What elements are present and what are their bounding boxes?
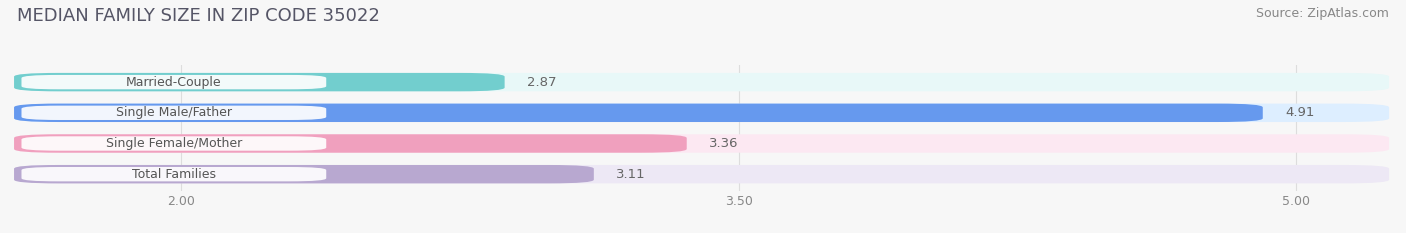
Text: 2.87: 2.87 — [527, 76, 557, 89]
FancyBboxPatch shape — [14, 73, 505, 91]
FancyBboxPatch shape — [14, 165, 593, 183]
FancyBboxPatch shape — [21, 136, 326, 151]
FancyBboxPatch shape — [21, 106, 326, 120]
Text: 3.11: 3.11 — [616, 168, 645, 181]
Text: Total Families: Total Families — [132, 168, 217, 181]
Text: Source: ZipAtlas.com: Source: ZipAtlas.com — [1256, 7, 1389, 20]
Text: Married-Couple: Married-Couple — [127, 76, 222, 89]
FancyBboxPatch shape — [14, 104, 1263, 122]
Text: Single Male/Father: Single Male/Father — [115, 106, 232, 119]
Text: 4.91: 4.91 — [1285, 106, 1315, 119]
Text: Single Female/Mother: Single Female/Mother — [105, 137, 242, 150]
FancyBboxPatch shape — [14, 165, 1389, 183]
Text: 3.36: 3.36 — [709, 137, 738, 150]
FancyBboxPatch shape — [14, 134, 1389, 153]
FancyBboxPatch shape — [14, 104, 1389, 122]
FancyBboxPatch shape — [21, 167, 326, 181]
FancyBboxPatch shape — [14, 73, 1389, 91]
Text: MEDIAN FAMILY SIZE IN ZIP CODE 35022: MEDIAN FAMILY SIZE IN ZIP CODE 35022 — [17, 7, 380, 25]
FancyBboxPatch shape — [14, 134, 686, 153]
FancyBboxPatch shape — [21, 75, 326, 89]
